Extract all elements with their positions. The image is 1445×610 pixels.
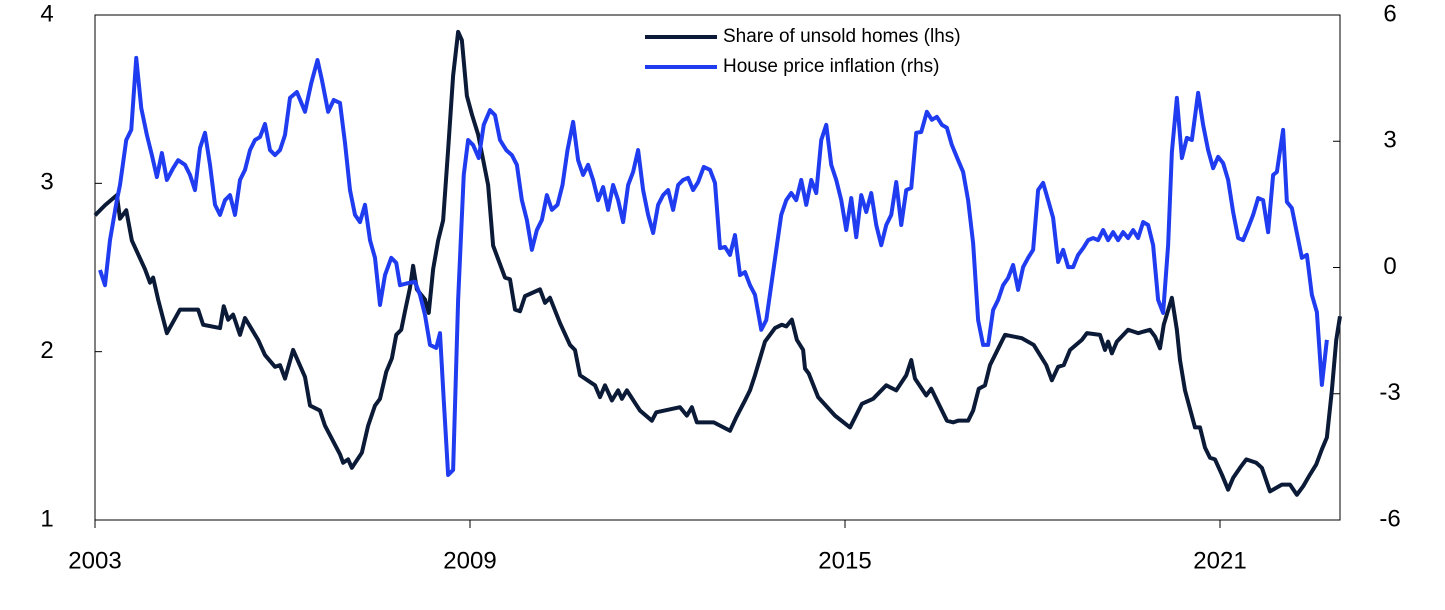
x-tick-label: 2003	[68, 547, 121, 574]
x-tick-label: 2015	[818, 547, 871, 574]
y2-tick-label: 6	[1383, 0, 1396, 27]
series-line	[98, 55, 1329, 477]
x-tick-label: 2009	[443, 547, 496, 574]
series-line	[93, 29, 1342, 497]
y-tick-label: 2	[40, 337, 53, 364]
legend-label: Share of unsold homes (lhs)	[723, 26, 961, 47]
x-tick-label: 2021	[1193, 547, 1246, 574]
y-tick-label: 4	[40, 0, 53, 27]
y2-tick-label: -6	[1379, 505, 1400, 532]
y-tick-label: 1	[40, 505, 53, 532]
legend-label: House price inflation (rhs)	[723, 56, 939, 77]
y-tick-label: 3	[40, 169, 53, 196]
y2-tick-label: 0	[1383, 253, 1396, 280]
y2-tick-label: -3	[1379, 379, 1400, 406]
y2-tick-label: 3	[1383, 127, 1396, 154]
